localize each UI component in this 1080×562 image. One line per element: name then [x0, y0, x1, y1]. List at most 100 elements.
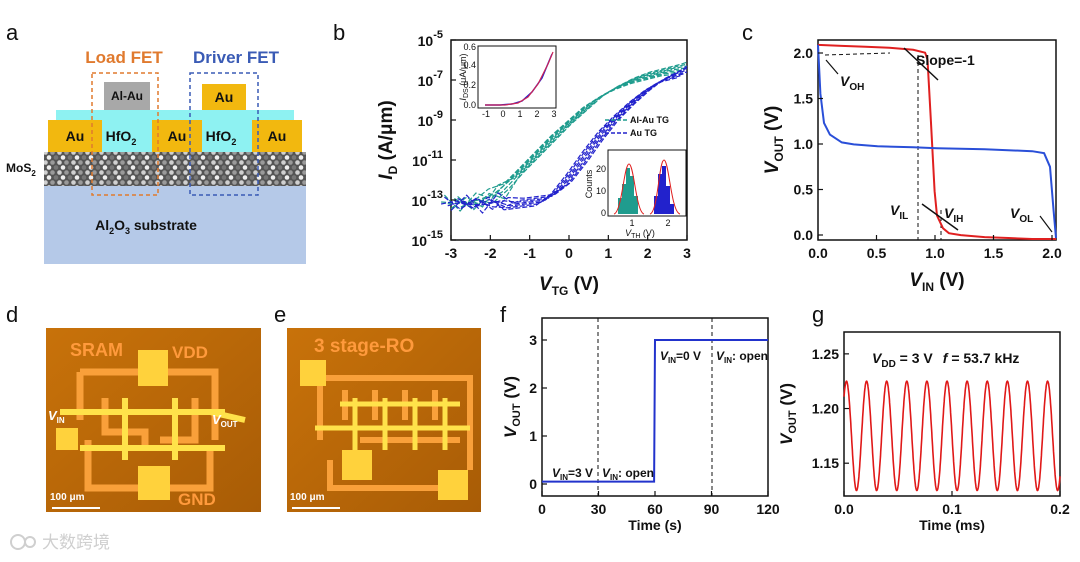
panel-label-d: d	[6, 302, 18, 327]
panel-a-schematic: Al2O3 substrate MoS2 Au Au Au HfO2 HfO2 …	[6, 48, 306, 264]
panel-b-y-tick-label: 10-15	[412, 229, 443, 249]
panel-g-y-tick-label: 1.25	[812, 346, 839, 362]
hfo2-label-right: HfO2	[206, 128, 237, 147]
panel-b-curve-al-au	[454, 65, 688, 208]
panel-f-curve	[542, 339, 768, 483]
ro-gates	[315, 398, 470, 450]
panel-f-x-tick-label: 60	[647, 501, 663, 517]
panel-c-x-tick-label: 1.5	[984, 245, 1004, 261]
voh-arrow	[825, 59, 839, 75]
vil-label: VIL	[890, 202, 908, 222]
load-fet-label: Load FET	[85, 48, 163, 67]
inset-iv-ylabel: IDS (μA/μm)	[458, 53, 470, 100]
panel-b-x-tick-label: -3	[445, 245, 458, 261]
panel-c-y-tick-label: 2.0	[794, 45, 814, 61]
mos2-label: MoS2	[6, 161, 36, 178]
vin-label: VIN	[48, 408, 65, 425]
ro-pad-bottom-left	[342, 450, 372, 480]
panel-c-curve-red	[817, 43, 1056, 240]
panel-c-y-tick-label: 1.5	[794, 91, 814, 107]
panel-g-x-tick-label: 0.0	[834, 501, 854, 517]
inset-iv-red	[485, 51, 554, 106]
panel-d-micrograph: SRAM VDD GND VIN VOUT 100 μm	[46, 328, 261, 512]
legend-al-au: Al-Au TG	[630, 115, 669, 125]
vdd-label: VDD	[172, 343, 208, 362]
panel-b-curve-au	[460, 65, 688, 211]
panel-g-y-ticks: 1.15 1.20 1.25	[812, 346, 849, 471]
panel-c-series	[817, 43, 1057, 240]
inset-hist-ylabel: Counts	[584, 169, 594, 198]
sram-scale-label: 100 μm	[50, 492, 85, 503]
gnd-pad	[138, 466, 170, 500]
ro-title: 3 stage-RO	[314, 336, 414, 357]
panel-c-x-label: VIN (V)	[909, 270, 964, 294]
legend-au: Au TG	[630, 128, 657, 138]
panel-f-y-tick-label: 1	[529, 428, 537, 444]
panel-b-curve-al-au	[447, 69, 684, 205]
panel-b-x-tick-label: -1	[523, 245, 536, 261]
inset-hist-ytick: 10	[596, 186, 606, 196]
vout-label: VOUT	[212, 412, 238, 429]
panel-b-y-tick-label: 10-13	[412, 189, 443, 209]
panel-f-x-tick-label: 30	[591, 501, 607, 517]
panel-c-chart: Slope=-1 VOH VIL VIH VOL 0.0 0.5 1.0 1.5 2.0…	[762, 39, 1062, 294]
panel-f-y-tick-label: 0	[529, 476, 537, 492]
au-label-left: Au	[66, 128, 85, 144]
inset-iv-ytick: 0.4	[463, 60, 476, 70]
panel-b-x-tick-label: 3	[683, 245, 691, 261]
panel-f-x-tick-label: 90	[704, 501, 720, 517]
inset-hist-ytick: 20	[596, 164, 606, 174]
inset-hist-xtick: 2	[665, 218, 670, 228]
panel-b-inset-iv	[477, 45, 557, 109]
panel-label-c: c	[742, 20, 753, 45]
driver-fet-label: Driver FET	[193, 48, 280, 67]
panel-c-x-tick-label: 1.0	[925, 245, 945, 261]
slope-label: Slope=-1	[916, 52, 975, 68]
panel-c-frame	[817, 39, 1057, 241]
vin-open-annotation-2: VIN: open	[716, 349, 768, 365]
panel-c-x-tick-label: 0.0	[808, 245, 828, 261]
panel-b-x-tick-label: 0	[565, 245, 573, 261]
sram-side-pad	[56, 428, 78, 450]
au-electrode-middle	[152, 120, 202, 152]
panel-f-x-label: Time (s)	[628, 517, 681, 533]
panel-b-y-tick-label: 10-9	[418, 109, 443, 129]
watermark-logo-icon	[10, 534, 26, 550]
inset-hist-xlabel: VTH (V)	[625, 228, 655, 240]
load-fet-box	[91, 72, 159, 196]
panel-b-curve-al-au	[441, 73, 678, 204]
panel-g-x-label: Time (ms)	[919, 517, 985, 533]
panel-g-curve	[843, 380, 1061, 492]
al-au-gate	[104, 82, 150, 110]
panel-b-y-tick-label: 10-7	[418, 69, 443, 89]
watermark: 大数跨境	[10, 533, 110, 553]
panel-f-y-ticks: 0 1 2 3	[529, 332, 547, 492]
panel-b-curve-au	[440, 77, 678, 211]
inset-iv-xtick: 1	[517, 109, 522, 119]
al-au-label: Al-Au	[111, 89, 143, 103]
ro-scale-label: 100 μm	[290, 492, 325, 503]
panel-label-b: b	[333, 20, 345, 45]
au-gate-label: Au	[215, 89, 234, 105]
ro-pad-top-left	[300, 360, 326, 386]
inset-hist-xtick: 1	[629, 218, 634, 228]
inset-iv-xtick: -1	[482, 109, 490, 119]
panel-b-x-ticks: -3 -2 -1 0 1 2 3	[445, 235, 691, 261]
panel-c-y-label: VOUT (V)	[762, 106, 786, 175]
inset-iv-ytick: 0.6	[463, 42, 476, 52]
inset-hist-ytick: 0	[601, 208, 606, 218]
vol-label: VOL	[1010, 205, 1033, 225]
panel-b-y-ticks: 10-15 10-13 10-11 10-9 10-7 10-5	[412, 29, 456, 249]
hfo2-label-left: HfO2	[106, 128, 137, 147]
panel-g-y-tick-label: 1.15	[812, 455, 839, 471]
panel-b-series	[440, 61, 688, 214]
panel-f-y-tick-label: 2	[529, 380, 537, 396]
panel-b-curve-au	[444, 75, 681, 210]
panel-label-a: a	[6, 20, 19, 45]
au-label-right: Au	[268, 128, 287, 144]
panel-c-y-tick-label: 0.5	[794, 182, 814, 198]
panel-b-x-label: VTG (V)	[539, 274, 599, 298]
panel-f-x-tick-label: 120	[756, 501, 780, 517]
